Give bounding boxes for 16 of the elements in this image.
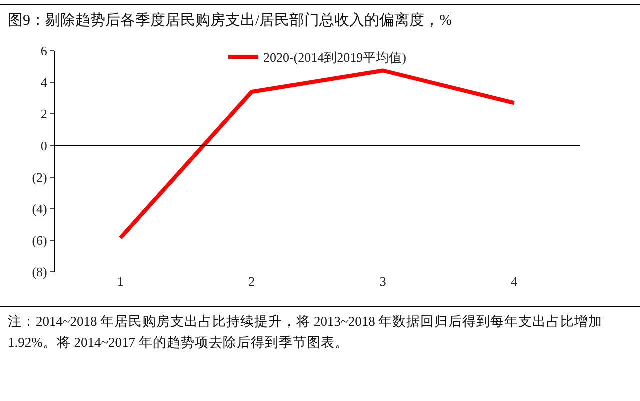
y-tick-label: 2 (40, 106, 48, 122)
y-tick-label: (6) (32, 232, 48, 248)
y-tick-label: (8) (32, 264, 48, 280)
y-tick-label: (2) (32, 170, 48, 185)
line-series (118, 68, 516, 240)
y-tick-label: 0 (40, 138, 48, 154)
x-tick-label: 1 (117, 274, 124, 289)
y-tick-label: 6 (40, 44, 48, 59)
text: 注：2014~2018 年居民购房支出占比持续提升，将 2013~2018 年数据回归后得到每年支出占比增加 1.92%。将 2014~2017 年的趋势项去除后得到季节图表。 (0, 306, 640, 357)
x-tick-label: 3 (380, 274, 386, 289)
chart-title: 图9：剔除趋势后各季度居民购房支出/居民部门总收入的偏离度，% (0, 4, 640, 32)
y-tick-label: 4 (40, 75, 48, 90)
x-tick-label: 2 (248, 274, 256, 289)
legend-label: 2020-(2014到2019平均值) (264, 50, 406, 66)
y-tick-label: (4) (32, 201, 48, 216)
x-tick-label: 4 (511, 274, 518, 289)
